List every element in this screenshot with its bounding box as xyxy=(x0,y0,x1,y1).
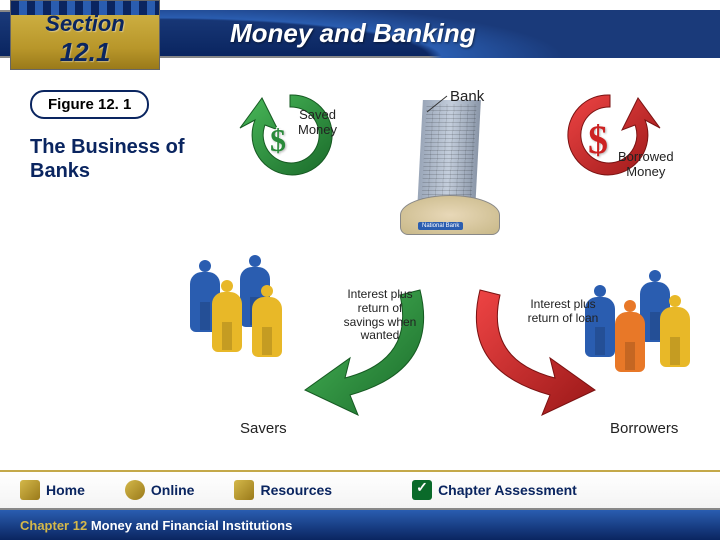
dollar-red-icon: $ xyxy=(588,116,608,163)
house-icon xyxy=(20,480,40,500)
footer-nav: Home Online Resources Chapter Assessment xyxy=(0,470,720,508)
footer-subtitle: Money and Financial Institutions xyxy=(91,518,293,533)
dollar-green-icon: $ xyxy=(270,122,286,159)
nav-label: Chapter Assessment xyxy=(438,482,577,498)
footer-chapter: Chapter 12 xyxy=(20,518,87,533)
section-label: Section xyxy=(45,11,124,37)
nav-assessment[interactable]: Chapter Assessment xyxy=(412,480,577,500)
folder-icon xyxy=(234,480,254,500)
borrowed-money-label: Borrowed Money xyxy=(618,150,674,180)
borrowers-people-icon xyxy=(585,245,705,375)
bank-sign: National Bank xyxy=(418,222,463,230)
header-title: Money and Banking xyxy=(230,18,476,49)
slide-header: Section 12.1 Money and Banking xyxy=(0,0,720,68)
globe-icon xyxy=(125,480,145,500)
leader-line xyxy=(445,94,465,114)
saved-money-arrow-icon xyxy=(230,80,350,200)
nav-label: Home xyxy=(46,482,85,498)
savers-label: Savers xyxy=(240,420,287,437)
bank-building-icon: National Bank xyxy=(390,100,510,240)
interest-savings-label: Interest plus return of savings when wan… xyxy=(340,288,420,343)
borrowers-label: Borrowers xyxy=(610,420,678,437)
borrowed-money-arrow-icon xyxy=(550,80,670,200)
interest-loan-label: Interest plus return of loan xyxy=(523,298,603,326)
footer-text: Chapter 12 Money and Financial Instituti… xyxy=(20,518,292,533)
section-badge: Section 12.1 xyxy=(10,0,160,70)
footer-bar: Chapter 12 Money and Financial Instituti… xyxy=(0,508,720,540)
nav-home[interactable]: Home xyxy=(20,480,85,500)
saved-money-label: Saved Money xyxy=(298,108,337,138)
section-number: 12.1 xyxy=(60,37,111,68)
check-icon xyxy=(412,480,432,500)
diagram-title: The Business of Banks xyxy=(30,135,190,183)
diagram: National Bank $ $ xyxy=(190,80,700,460)
figure-badge: Figure 12. 1 xyxy=(30,90,149,119)
nav-label: Resources xyxy=(260,482,332,498)
nav-label: Online xyxy=(151,482,195,498)
nav-resources[interactable]: Resources xyxy=(234,480,332,500)
nav-online[interactable]: Online xyxy=(125,480,195,500)
content-area: Figure 12. 1 The Business of Banks Natio… xyxy=(0,80,720,470)
savers-people-icon xyxy=(190,230,310,360)
